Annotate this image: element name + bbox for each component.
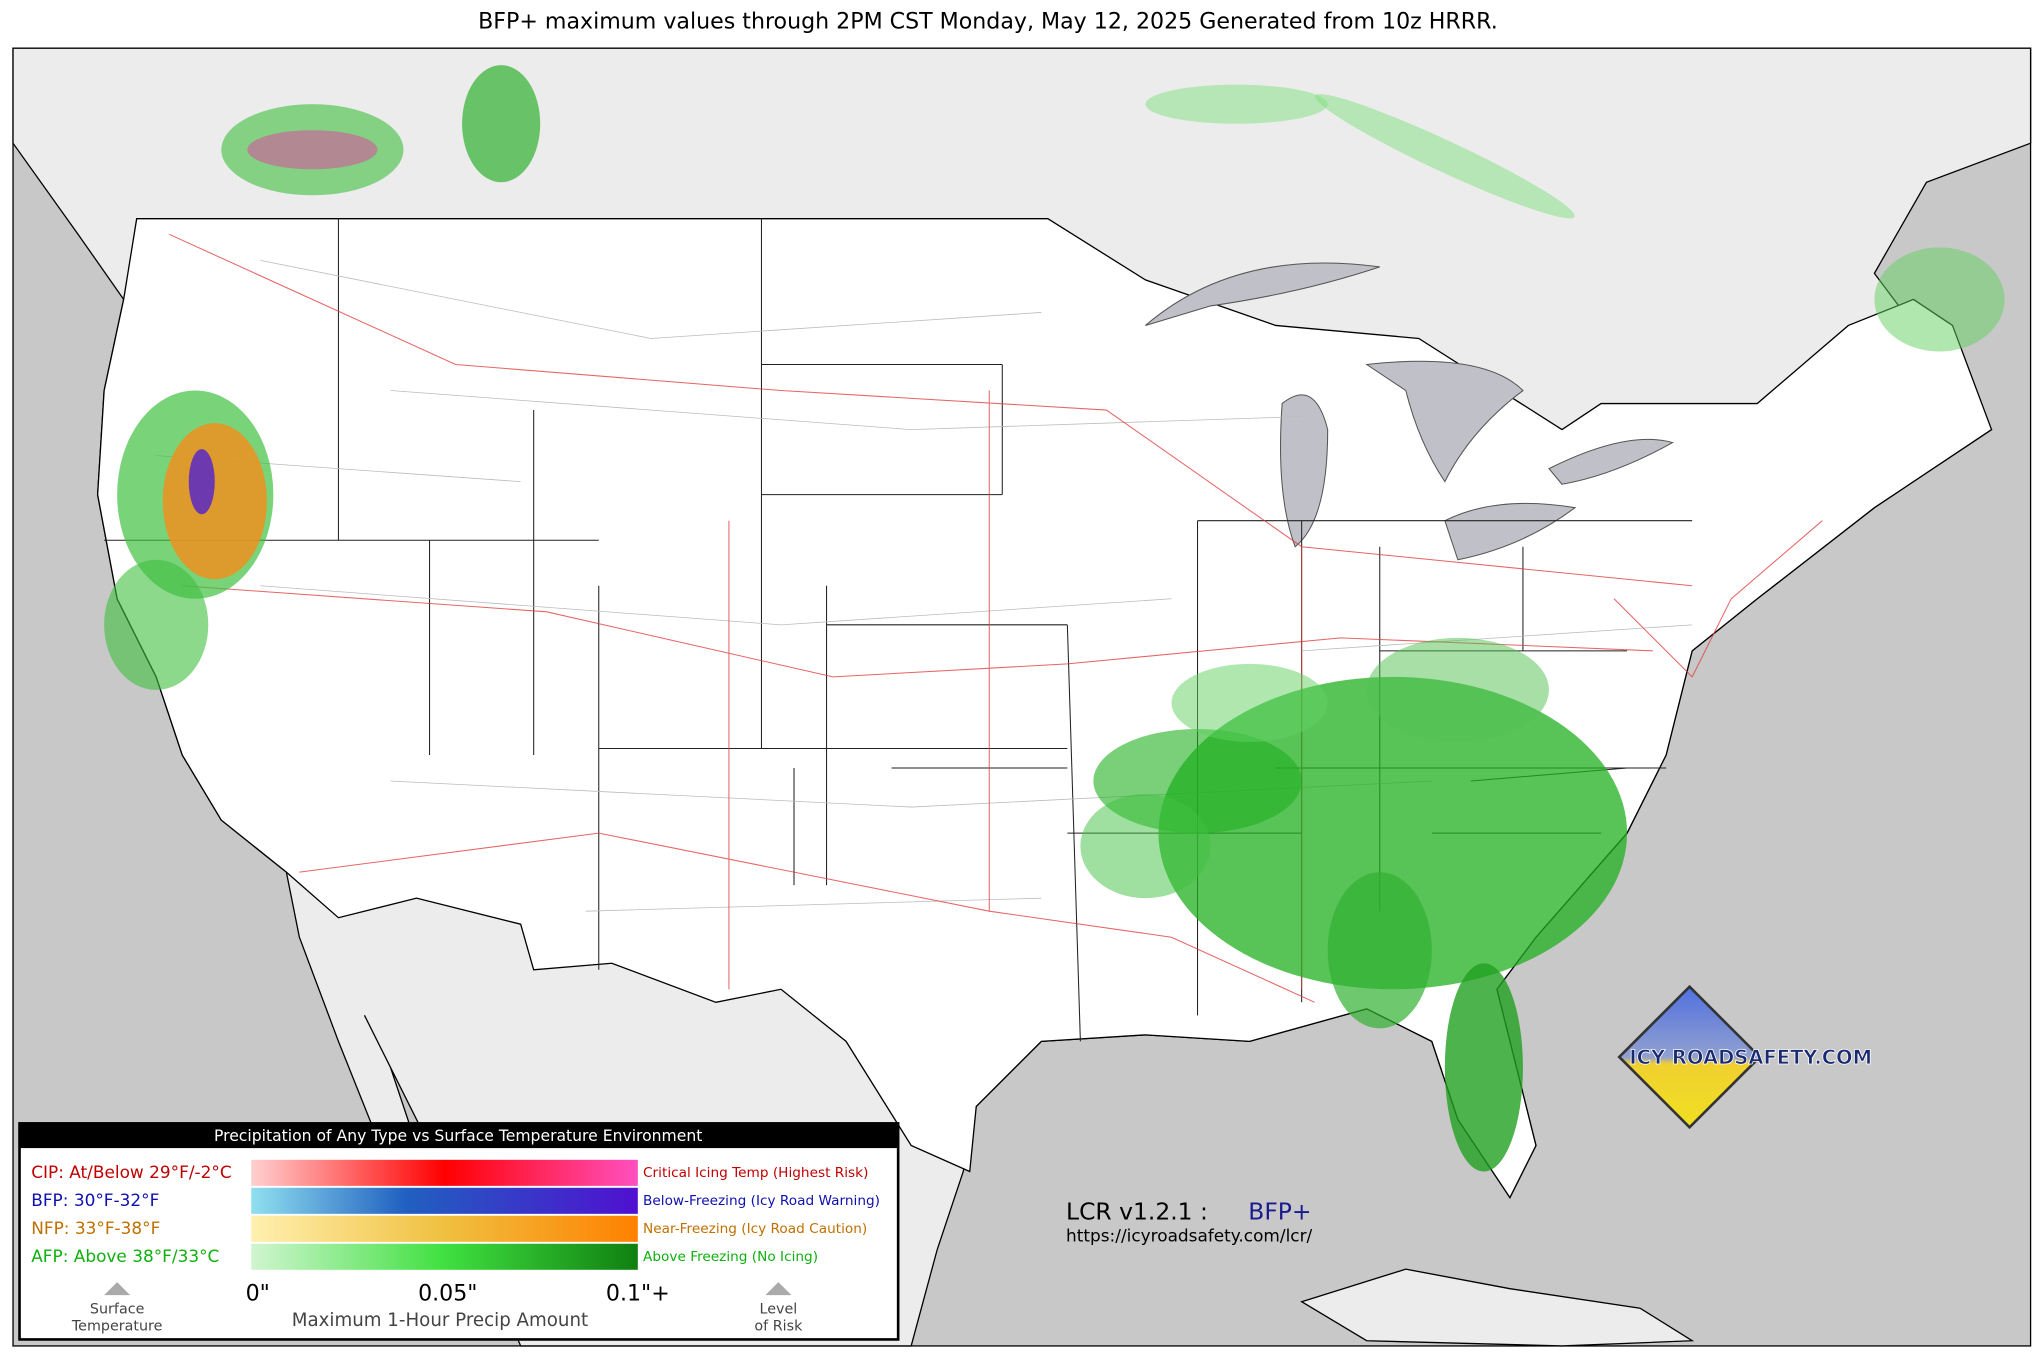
version-url: https://icyroadsafety.com/lcr/ xyxy=(1066,1226,1312,1246)
legend-description: Critical Icing Temp (Highest Risk) xyxy=(643,1165,868,1181)
precip xyxy=(104,65,2005,1172)
right-caption: of Risk xyxy=(754,1318,803,1334)
map-title: BFP+ maximum values through 2PM CST Mond… xyxy=(478,9,1498,35)
version-product: BFP+ xyxy=(1248,1198,1311,1226)
legend-swatch xyxy=(251,1187,638,1214)
version-name: LCR v1.2.1 : xyxy=(1066,1198,1208,1226)
legend-swatch xyxy=(251,1243,638,1270)
legend-description: Above Freezing (No Icing) xyxy=(643,1249,818,1265)
legend-label: NFP: 33°F-38°F xyxy=(31,1218,160,1238)
legend-label: AFP: Above 38°F/33°C xyxy=(31,1246,219,1266)
scale-label: 0" xyxy=(246,1280,270,1306)
scale-label: 0.1"+ xyxy=(606,1280,670,1306)
legend-label: CIP: At/Below 29°F/-2°C xyxy=(31,1162,231,1182)
logo-text: ICY ROADSAFETY.COM xyxy=(1629,1046,1872,1069)
legend: Precipitation of Any Type vs Surface Tem… xyxy=(18,1122,900,1341)
legend-header: Precipitation of Any Type vs Surface Tem… xyxy=(214,1127,702,1145)
left-caption: Temperature xyxy=(71,1318,163,1334)
legend-description: Below-Freezing (Icy Road Warning) xyxy=(643,1193,880,1209)
map xyxy=(12,47,2032,1347)
scale-label: 0.05" xyxy=(418,1280,477,1306)
right-caption: Level xyxy=(760,1302,798,1318)
legend-description: Near-Freezing (Icy Road Caution) xyxy=(643,1221,867,1237)
legend-swatch xyxy=(251,1159,638,1186)
legend-swatch xyxy=(251,1215,638,1242)
legend-label: BFP: 30°F-32°F xyxy=(31,1190,159,1210)
version: LCR v1.2.1 : BFP+ https://icyroadsafety.… xyxy=(1066,1198,1312,1246)
logo: ICY ROADSAFETY.COM xyxy=(1617,984,1872,1130)
left-caption: Surface xyxy=(90,1302,145,1318)
scale-title: Maximum 1-Hour Precip Amount xyxy=(292,1310,588,1331)
